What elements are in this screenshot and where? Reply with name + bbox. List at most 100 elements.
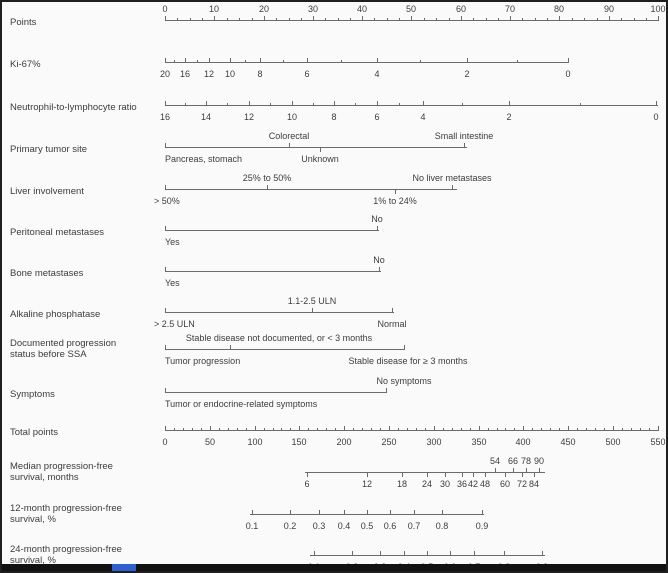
tick-label: 90 xyxy=(533,456,545,466)
axis-tick xyxy=(470,428,471,431)
axis-tick xyxy=(230,58,231,63)
axis-tick xyxy=(604,428,605,431)
axis-tick xyxy=(436,18,437,21)
axis-tick xyxy=(597,18,598,21)
tick-label: Stable disease for ≥ 3 months xyxy=(348,356,468,366)
axis-tick xyxy=(542,551,543,556)
axis-tick xyxy=(523,426,524,431)
axis-tick xyxy=(197,60,198,63)
axis-tick xyxy=(420,60,421,63)
tick-label: 70 xyxy=(504,4,516,14)
tick-label: Pancreas, stomach xyxy=(165,154,243,164)
row-label-points: Points xyxy=(10,17,37,28)
tick-label: 14 xyxy=(200,112,212,122)
tick-label: 0.1 xyxy=(245,521,259,531)
axis-tick xyxy=(461,428,462,431)
tick-label: 66 xyxy=(507,456,519,466)
axis-tick xyxy=(313,103,314,106)
axis-tick xyxy=(389,426,390,431)
axis-tick xyxy=(395,190,396,194)
tick-label: 400 xyxy=(515,437,531,447)
axis-tick xyxy=(249,101,250,106)
axis-tick xyxy=(498,18,499,21)
axis-tick xyxy=(165,345,166,350)
tick-label: Stable disease not documented, or < 3 mo… xyxy=(185,333,373,343)
axis-tick xyxy=(522,473,523,477)
tick-label: Tumor or endocrine-related symptoms xyxy=(165,399,318,409)
axis-tick xyxy=(449,18,450,21)
axis-tick xyxy=(621,18,622,21)
axis-tick xyxy=(362,428,363,431)
axis-tick xyxy=(517,60,518,63)
axis-line-primary-tumor-site xyxy=(165,147,467,148)
axis-tick xyxy=(177,18,178,21)
row-label-pfs-24-month: 24-month progression-free xyxy=(10,544,122,555)
tick-label: 80 xyxy=(553,4,565,14)
axis-tick xyxy=(319,510,320,515)
tick-label: 1% to 24% xyxy=(373,196,417,206)
row-label-pfs-24-month: survival, % xyxy=(10,555,56,566)
axis-tick xyxy=(580,103,581,106)
tick-label: No liver metastases xyxy=(412,173,492,183)
axis-tick xyxy=(320,148,321,152)
axis-tick xyxy=(488,428,489,431)
tick-label: 42 xyxy=(467,479,479,489)
axis-tick xyxy=(270,103,271,106)
axis-tick xyxy=(371,428,372,431)
axis-tick xyxy=(398,428,399,431)
axis-tick xyxy=(464,143,465,148)
tick-label: 60 xyxy=(455,4,467,14)
axis-tick xyxy=(595,428,596,431)
axis-tick xyxy=(377,58,378,63)
axis-tick xyxy=(427,473,428,477)
axis-tick xyxy=(379,267,380,272)
axis-tick xyxy=(202,18,203,21)
axis-tick xyxy=(424,18,425,21)
axis-tick xyxy=(392,308,393,313)
tick-label: 450 xyxy=(560,437,576,447)
axis-tick xyxy=(308,428,309,431)
axis-tick xyxy=(276,18,277,21)
axis-tick xyxy=(380,551,381,556)
axis-line-nlr xyxy=(165,105,658,106)
axis-tick xyxy=(165,308,166,313)
axis-tick xyxy=(227,103,228,106)
tick-label: 0.3 xyxy=(312,521,326,531)
tick-label: 18 xyxy=(396,479,408,489)
tick-label: 10 xyxy=(208,4,220,14)
axis-tick xyxy=(289,18,290,21)
axis-tick xyxy=(341,60,342,63)
axis-tick xyxy=(442,510,443,515)
axis-tick xyxy=(377,101,378,106)
axis-tick xyxy=(227,18,228,21)
tick-label: 100 xyxy=(650,4,666,14)
axis-tick xyxy=(656,101,657,106)
tick-label: 84 xyxy=(528,479,540,489)
axis-tick xyxy=(165,101,166,106)
tick-label: 1.1-2.5 ULN xyxy=(287,296,337,306)
tick-label: 6 xyxy=(304,69,310,79)
axis-tick xyxy=(201,428,202,431)
axis-tick xyxy=(399,18,400,21)
axis-tick xyxy=(183,428,184,431)
tick-label: > 2.5 ULN xyxy=(154,319,195,329)
axis-tick xyxy=(411,16,412,21)
tick-label: 48 xyxy=(479,479,491,489)
axis-tick xyxy=(387,18,388,21)
axis-tick xyxy=(423,101,424,106)
axis-tick xyxy=(532,428,533,431)
row-label-pfs-12-month: 12-month progression-free xyxy=(10,503,122,514)
row-label-symptoms: Symptoms xyxy=(10,389,55,400)
axis-tick xyxy=(509,101,510,106)
axis-tick xyxy=(505,473,506,477)
axis-tick xyxy=(380,428,381,431)
tick-label: 60 xyxy=(499,479,511,489)
axis-tick xyxy=(264,16,265,21)
axis-tick xyxy=(165,143,166,148)
tick-label: 16 xyxy=(179,69,191,79)
axis-tick xyxy=(399,103,400,106)
axis-tick xyxy=(547,18,548,21)
axis-tick xyxy=(290,510,291,515)
axis-tick xyxy=(450,551,451,556)
axis-tick xyxy=(314,551,315,556)
